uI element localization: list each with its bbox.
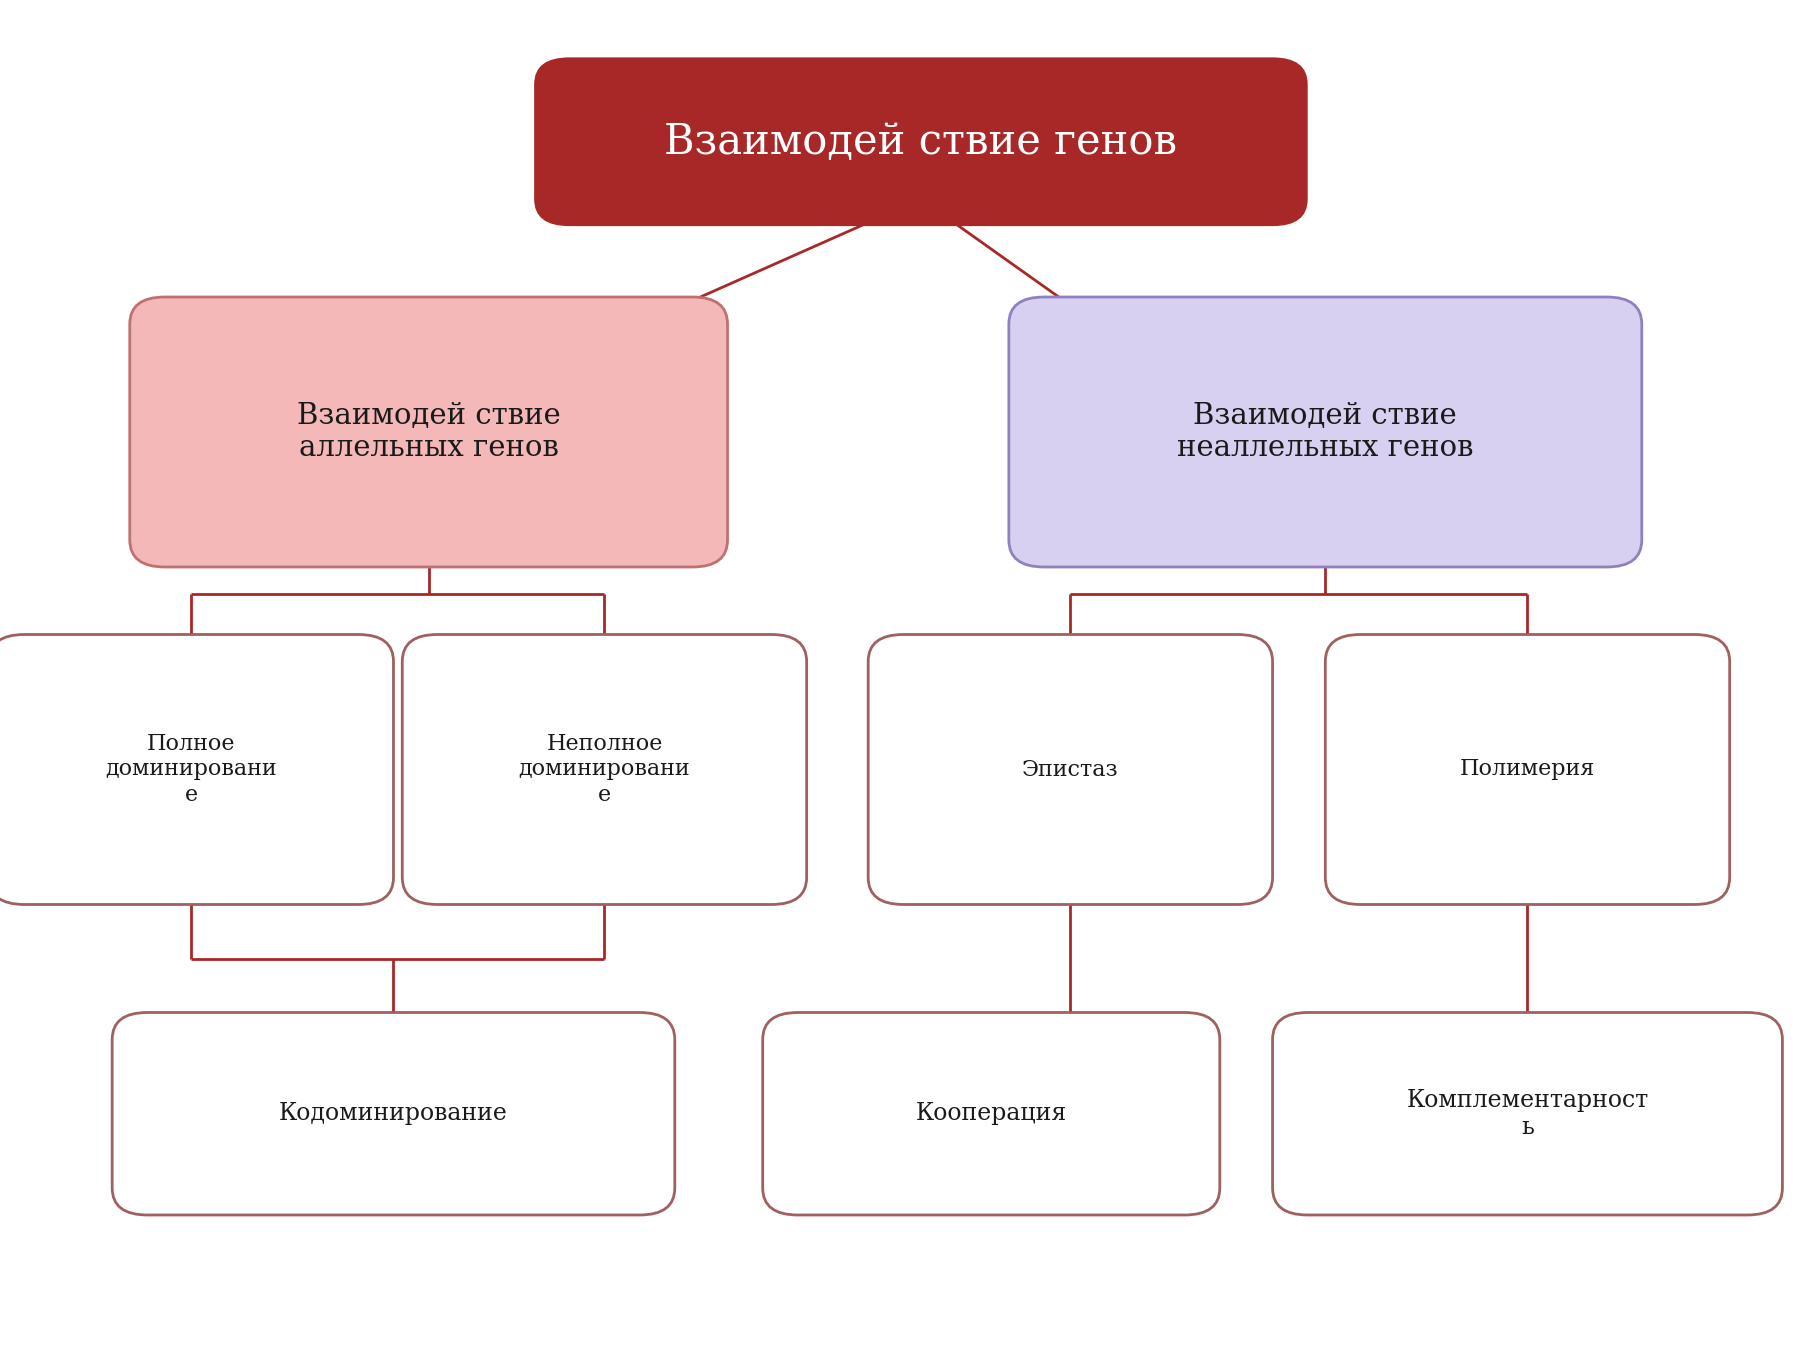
FancyBboxPatch shape (1008, 297, 1642, 567)
Text: Эпистаз: Эпистаз (1022, 759, 1118, 780)
FancyBboxPatch shape (763, 1012, 1220, 1215)
Text: Комплементарност
ь: Комплементарност ь (1406, 1089, 1649, 1138)
Text: Кооперация: Кооперация (916, 1102, 1067, 1126)
Text: Полное
доминировани
е: Полное доминировани е (106, 733, 277, 806)
FancyBboxPatch shape (868, 634, 1273, 905)
Text: Взаимодей ствие
аллельных генов: Взаимодей ствие аллельных генов (297, 402, 560, 462)
FancyBboxPatch shape (1325, 634, 1730, 905)
FancyBboxPatch shape (401, 634, 806, 905)
FancyBboxPatch shape (535, 58, 1309, 227)
Text: Полимерия: Полимерия (1460, 759, 1595, 780)
FancyBboxPatch shape (112, 1012, 675, 1215)
FancyBboxPatch shape (130, 297, 727, 567)
Text: Взаимодей ствие генов: Взаимодей ствие генов (664, 120, 1177, 163)
Text: Взаимодей ствие
неаллельных генов: Взаимодей ствие неаллельных генов (1177, 402, 1474, 462)
Text: Неполное
доминировани
е: Неполное доминировани е (518, 733, 689, 806)
FancyBboxPatch shape (0, 634, 394, 905)
FancyBboxPatch shape (1273, 1012, 1782, 1215)
Text: Кодоминирование: Кодоминирование (279, 1102, 508, 1126)
